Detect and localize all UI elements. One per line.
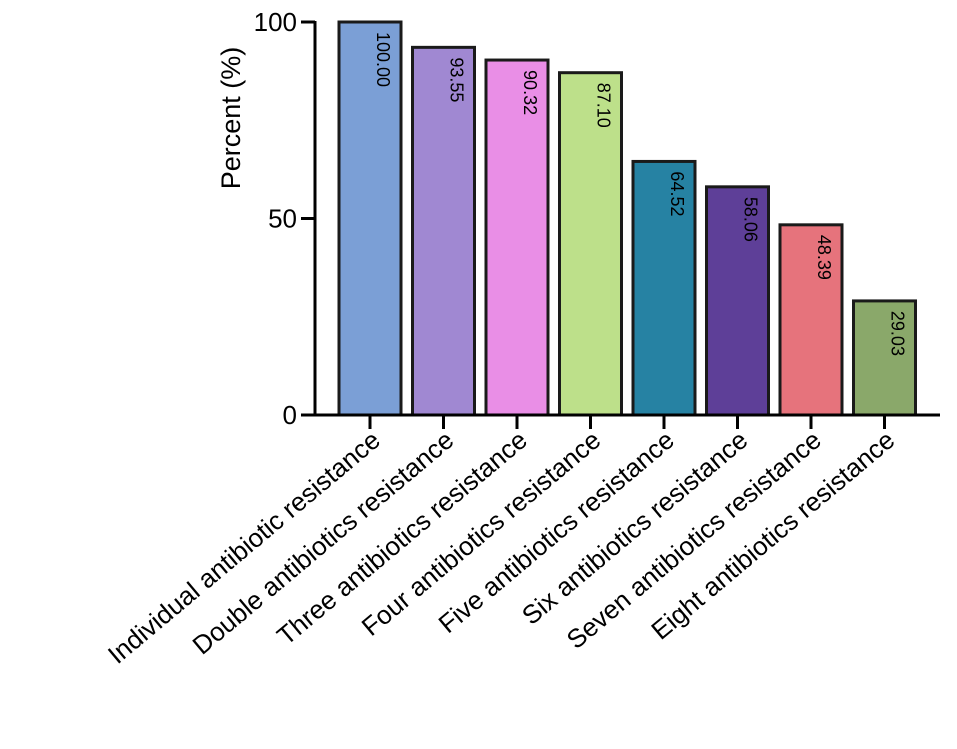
bar-value-label: 58.06 <box>741 197 761 242</box>
bar <box>631 159 697 417</box>
y-tick-label: 0 <box>283 400 297 430</box>
y-tick-label: 100 <box>254 7 297 37</box>
bar-value-label: 48.39 <box>814 235 834 280</box>
y-ticks: 0 50 100 <box>254 7 315 430</box>
bar-value-label: 90.32 <box>520 70 540 115</box>
x-tick-label: Individual antibiotic resistance <box>102 425 386 670</box>
y-axis-title: Percent (%) <box>216 47 246 190</box>
bar-value-label: 64.52 <box>667 171 687 216</box>
y-tick-label: 50 <box>268 204 297 234</box>
bar <box>484 58 550 417</box>
axes-layer <box>313 21 940 417</box>
bar <box>411 45 476 417</box>
bar-value-label: 93.55 <box>447 57 467 102</box>
bar-value-label: 100.00 <box>373 32 393 87</box>
bars-layer: 100.00 93.55 90.32 87.10 64.52 58.06 48.39 29.0… <box>337 20 917 417</box>
bar <box>337 20 403 417</box>
bar-value-label: 29.03 <box>888 311 908 356</box>
bar-value-label: 87.10 <box>594 83 614 128</box>
bar <box>778 223 844 417</box>
